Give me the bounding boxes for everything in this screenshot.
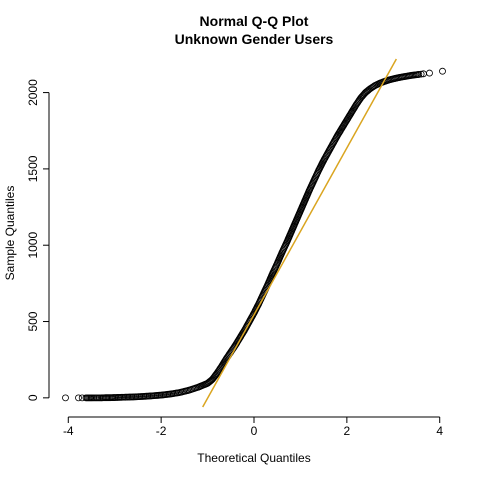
x-tick-label: 0 [251,424,258,438]
data-point [426,69,433,77]
data-point [213,370,221,377]
x-axis-label: Theoretical Quantiles [197,451,310,465]
data-point [62,394,69,402]
x-tick-label: 4 [436,424,443,438]
y-axis-label: Sample Quantiles [3,186,17,281]
x-tick-label: 2 [344,424,351,438]
data-point [439,67,446,75]
data-point [214,368,222,376]
data-point [417,70,425,78]
data-point [352,101,360,109]
y-tick-label: 500 [26,311,40,331]
axes: -4 -2 0 2 4 0 500 1000 1500 2000 [26,79,443,438]
data-point [353,100,361,108]
y-tick-label: 0 [26,394,40,401]
data-point [75,394,82,402]
y-tick-label: 1500 [26,155,40,182]
reference-line [202,58,398,408]
data-point [415,71,423,78]
x-tick-label: -4 [63,424,74,438]
chart-title: Normal Q-Q Plot [200,13,309,29]
data-points [62,67,446,402]
y-tick-label: 1000 [26,232,40,259]
x-tick-label: -2 [156,424,167,438]
chart-subtitle: Unknown Gender Users [175,31,334,47]
data-point [214,367,222,375]
data-point [354,99,362,106]
y-tick-label: 2000 [26,79,40,106]
